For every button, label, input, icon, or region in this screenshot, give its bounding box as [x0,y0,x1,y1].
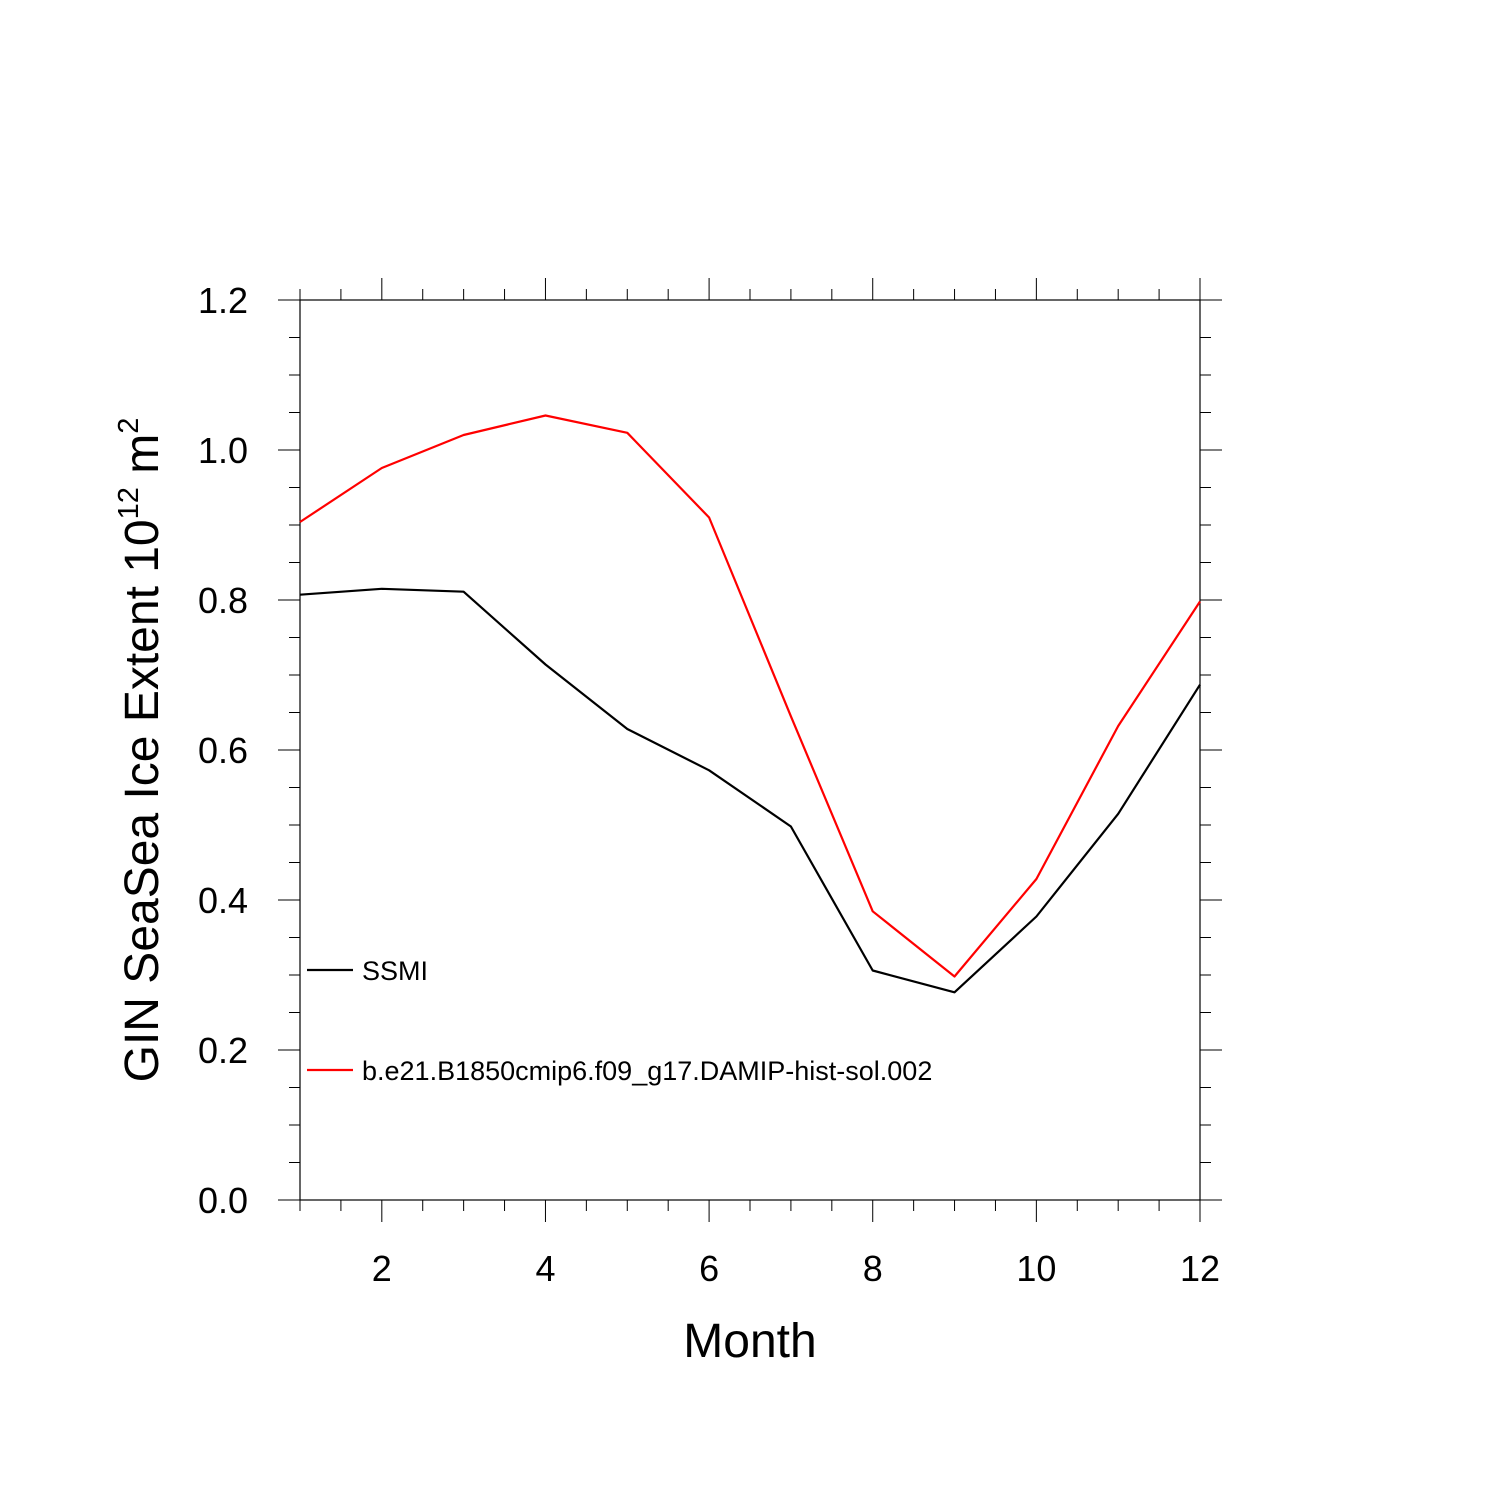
y-axis-title-unit-exponent: 2 [113,418,145,434]
x-tick-label: 12 [1180,1248,1220,1289]
y-axis-title-prefix: GIN SeaSea Ice Extent 10 [116,519,169,1082]
series-line-2 [299,414,1201,978]
y-tick-label: 0.4 [198,880,248,921]
y-axis-title-unit: m [116,434,169,487]
legend-label: SSMI [362,956,428,986]
y-tick-label: 1.0 [198,430,248,471]
y-tick-label: 1.2 [198,280,248,321]
y-tick-label: 0.8 [198,580,248,621]
y-axis-title-exponent: 12 [113,487,145,519]
x-tick-label: 6 [699,1248,719,1289]
legend-label: b.e21.B1850cmip6.f09_g17.DAMIP-hist-sol.… [362,1056,932,1086]
y-tick-label: 0.0 [198,1180,248,1221]
tick-labels: 2 4 6 8 10 12 0.0 0.2 0.4 0.6 0.8 1.0 1.2 [198,280,1220,1289]
legend: SSMI b.e21.B1850cmip6.f09_g17.DAMIP-hist-… [307,956,932,1086]
x-tick-label: 4 [535,1248,555,1289]
plot-frame [299,299,1201,1201]
y-axis-title: GIN SeaSea Ice Extent 1012 m2 [113,418,169,1083]
x-tick-label: 10 [1016,1248,1056,1289]
y-tick-label: 0.6 [198,730,248,771]
x-axis-title: Month [683,1315,816,1368]
series-group [299,414,1201,994]
x-tick-label: 2 [372,1248,392,1289]
tick-marks [278,278,1222,1222]
x-tick-label: 8 [863,1248,883,1289]
series-line-1 [299,587,1201,994]
y-tick-label: 0.2 [198,1030,248,1071]
